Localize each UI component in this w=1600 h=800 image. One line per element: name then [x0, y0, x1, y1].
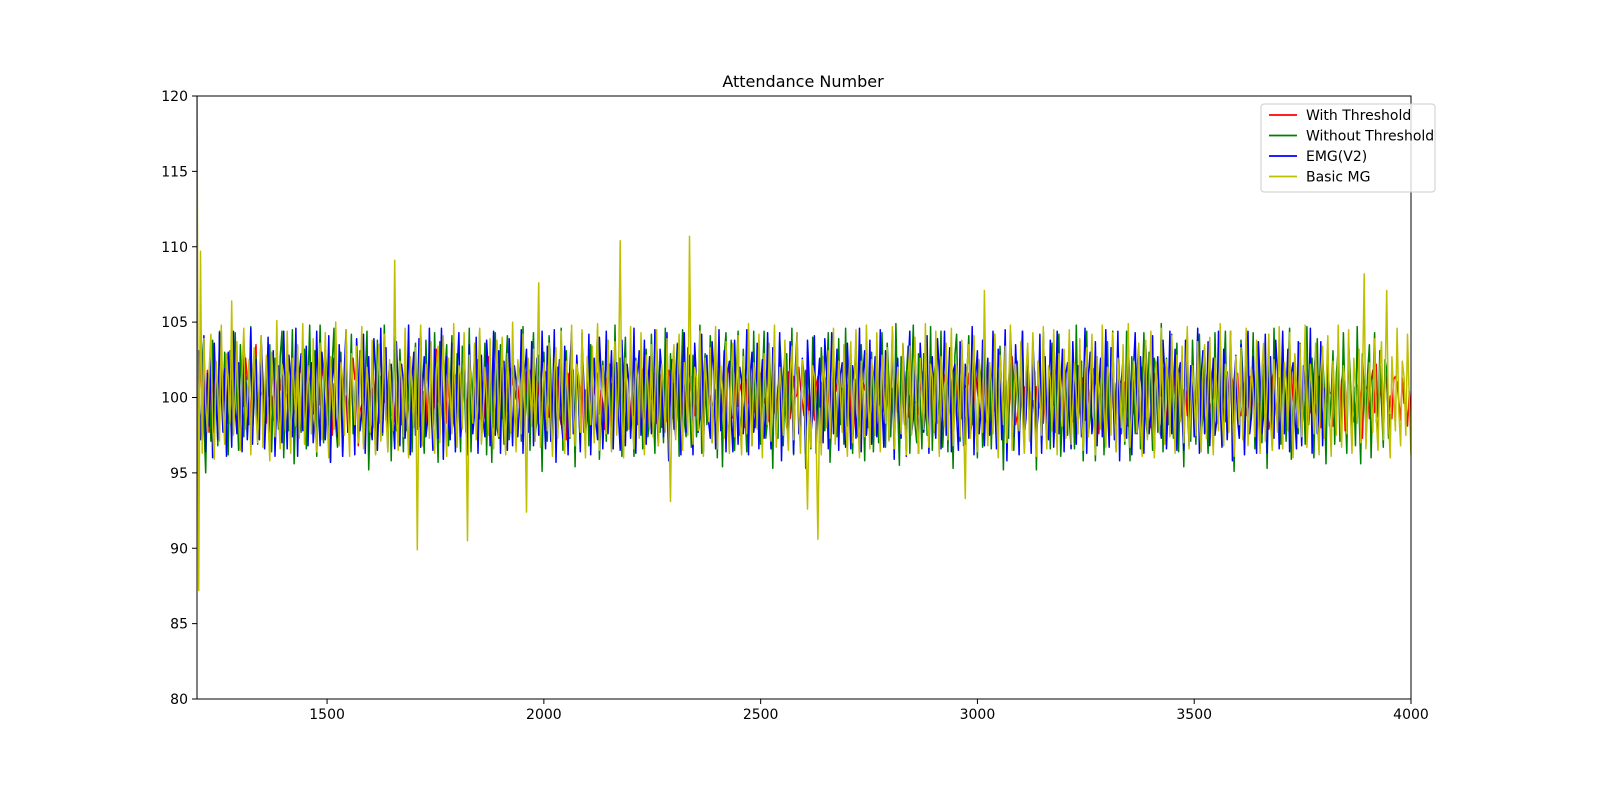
x-tick-label: 2500: [743, 707, 779, 723]
y-tick-label: 115: [161, 164, 188, 180]
y-tick-label: 120: [161, 89, 188, 105]
legend-label: Basic MG: [1306, 170, 1370, 186]
x-tick-label: 3500: [1176, 707, 1212, 723]
y-tick-label: 100: [161, 391, 188, 407]
y-tick-label: 110: [161, 240, 188, 256]
series-line-basic-mg: [197, 96, 1411, 592]
legend-label: Without Threshold: [1306, 129, 1434, 145]
y-axis: 80 85 90 95 100 105 110 115 120: [161, 89, 197, 708]
legend-label: EMG(V2): [1306, 149, 1367, 165]
y-tick-label: 90: [170, 541, 188, 557]
legend-box: [1260, 103, 1436, 193]
y-tick-label: 80: [170, 692, 188, 708]
x-tick-label: 1500: [309, 707, 345, 723]
x-tick-label: 2000: [526, 707, 562, 723]
chart-title: Attendance Number: [722, 72, 884, 91]
legend: With Threshold Without Threshold EMG(V2) Ba…: [1260, 103, 1436, 193]
x-axis: 1500 2000 2500 3000 3500 4000: [309, 699, 1429, 723]
legend-label: With Threshold: [1306, 108, 1411, 124]
y-tick-label: 85: [170, 617, 188, 633]
x-tick-label: 4000: [1393, 707, 1429, 723]
x-tick-label: 3000: [960, 707, 996, 723]
y-tick-label: 95: [170, 466, 188, 482]
y-tick-label: 105: [161, 315, 188, 331]
series-layer: [197, 96, 1411, 592]
